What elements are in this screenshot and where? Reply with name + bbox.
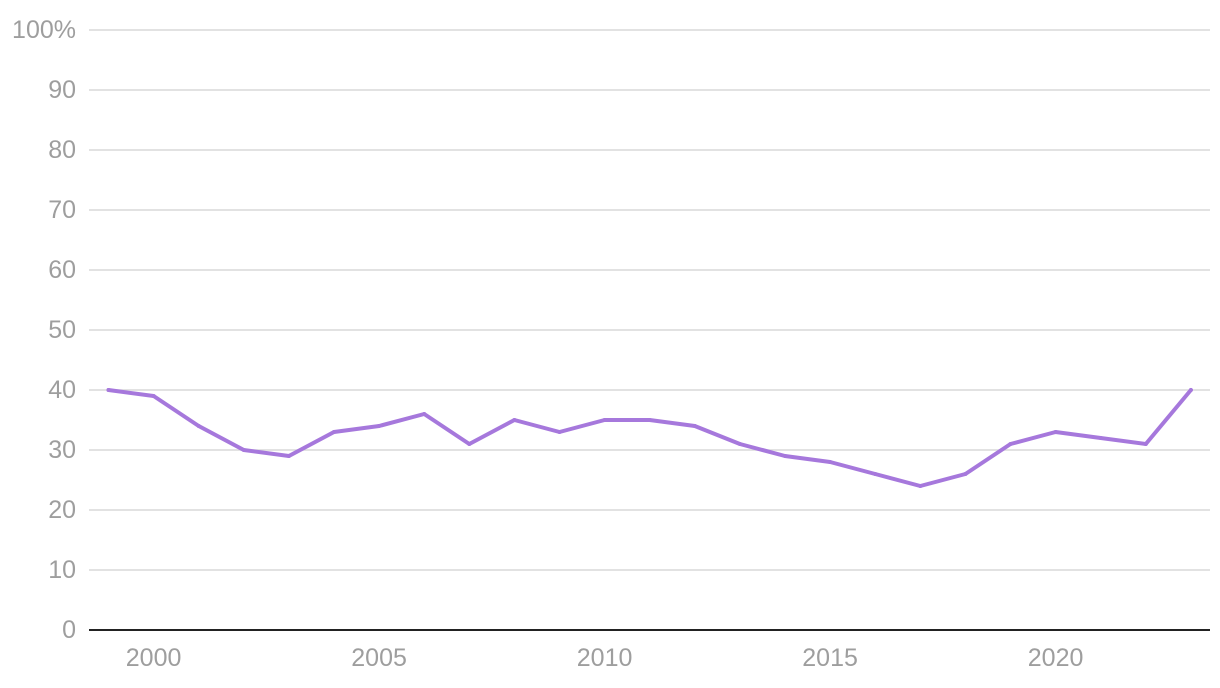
data-point <box>557 430 562 434</box>
data-point <box>647 418 652 422</box>
data-point <box>151 394 156 398</box>
data-point <box>1188 388 1193 392</box>
data-point <box>467 442 472 446</box>
data-point <box>1098 436 1103 440</box>
y-tick-label: 20 <box>48 496 76 524</box>
y-tick-label: 60 <box>48 256 76 284</box>
y-tick-label: 30 <box>48 436 76 464</box>
data-point <box>241 448 246 452</box>
data-point <box>286 454 291 458</box>
data-point <box>106 388 111 392</box>
data-point <box>873 472 878 476</box>
y-tick-label: 100% <box>12 16 76 44</box>
y-tick-label: 90 <box>48 76 76 104</box>
data-point <box>377 424 382 428</box>
x-tick-label: 2000 <box>126 644 182 672</box>
data-point <box>602 418 607 422</box>
x-tick-label: 2005 <box>351 644 407 672</box>
data-point <box>828 460 833 464</box>
data-point <box>332 430 336 434</box>
series-path <box>106 388 1193 488</box>
y-tick-label: 80 <box>48 136 76 164</box>
data-point <box>918 484 923 488</box>
data-point <box>1008 442 1013 446</box>
x-axis-ticks: 2000 2005 2010 2015 2020 <box>126 644 1084 672</box>
series-line <box>106 388 1193 488</box>
data-point <box>1143 442 1148 446</box>
y-tick-label: 70 <box>48 196 76 224</box>
series-layer <box>106 388 1193 488</box>
x-tick-label: 2020 <box>1028 644 1084 672</box>
x-tick-label: 2010 <box>577 644 633 672</box>
y-tick-label: 10 <box>48 556 76 584</box>
y-tick-label: 40 <box>48 376 76 404</box>
y-axis-ticks: 0 10 20 30 40 50 60 70 80 90 100% <box>12 16 76 644</box>
data-point <box>692 424 697 428</box>
x-tick-label: 2015 <box>802 644 858 672</box>
data-point <box>196 424 201 428</box>
gridlines <box>89 29 1210 631</box>
data-point <box>1053 430 1058 434</box>
data-point <box>422 412 427 416</box>
y-tick-label: 0 <box>62 616 76 644</box>
data-point <box>963 472 968 476</box>
data-point <box>512 418 517 422</box>
data-point <box>783 454 787 458</box>
y-tick-label: 50 <box>48 316 76 344</box>
data-point <box>737 442 742 446</box>
